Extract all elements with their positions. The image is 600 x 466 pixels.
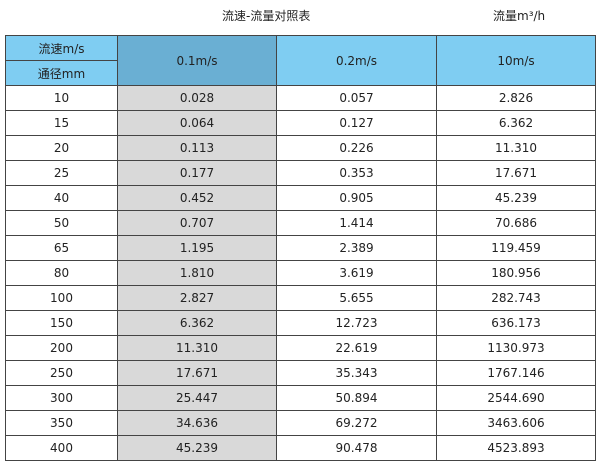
flow-cell: 2.827 bbox=[117, 285, 277, 311]
flow-cell: 1767.146 bbox=[436, 360, 596, 386]
flow-cell: 180.956 bbox=[436, 260, 596, 286]
flow-cell: 0.127 bbox=[276, 110, 437, 136]
diameter-cell: 20 bbox=[5, 135, 118, 161]
flow-table: 流速m/s 0.1m/s 0.2m/s 10m/s 通径mm 10 0.028 0.… bbox=[5, 35, 596, 461]
flow-cell: 34.636 bbox=[117, 410, 277, 436]
diameter-cell: 15 bbox=[5, 110, 118, 136]
diameter-cell: 25 bbox=[5, 160, 118, 186]
flow-cell: 636.173 bbox=[436, 310, 596, 336]
flow-cell: 69.272 bbox=[276, 410, 437, 436]
flow-cell: 0.057 bbox=[276, 85, 437, 111]
flow-cell: 282.743 bbox=[436, 285, 596, 311]
diameter-cell: 65 bbox=[5, 235, 118, 261]
flow-cell: 0.113 bbox=[117, 135, 277, 161]
table-row: 300 25.447 50.894 2544.690 bbox=[5, 385, 596, 411]
diameter-cell: 50 bbox=[5, 210, 118, 236]
diameter-cell: 400 bbox=[5, 435, 118, 461]
table-row: 80 1.810 3.619 180.956 bbox=[5, 260, 596, 286]
flow-cell: 1.810 bbox=[117, 260, 277, 286]
column-header[interactable]: 10m/s bbox=[436, 35, 596, 86]
header-row: 流速m/s 0.1m/s 0.2m/s 10m/s bbox=[5, 35, 596, 86]
flow-cell: 2.826 bbox=[436, 85, 596, 111]
flow-cell: 0.452 bbox=[117, 185, 277, 211]
column-header[interactable]: 0.1m/s bbox=[117, 35, 277, 86]
table-title: 流速-流量对照表 bbox=[222, 9, 311, 23]
flow-cell: 0.353 bbox=[276, 160, 437, 186]
table-row: 100 2.827 5.655 282.743 bbox=[5, 285, 596, 311]
flow-cell: 11.310 bbox=[436, 135, 596, 161]
flow-cell: 3.619 bbox=[276, 260, 437, 286]
table-row: 65 1.195 2.389 119.459 bbox=[5, 235, 596, 261]
diameter-cell: 200 bbox=[5, 335, 118, 361]
flow-cell: 0.707 bbox=[117, 210, 277, 236]
flow-cell: 50.894 bbox=[276, 385, 437, 411]
table-row: 40 0.452 0.905 45.239 bbox=[5, 185, 596, 211]
flow-cell: 2544.690 bbox=[436, 385, 596, 411]
flow-cell: 1130.973 bbox=[436, 335, 596, 361]
table-row: 25 0.177 0.353 17.671 bbox=[5, 160, 596, 186]
flow-cell: 0.177 bbox=[117, 160, 277, 186]
diameter-cell: 10 bbox=[5, 85, 118, 111]
flow-cell: 0.028 bbox=[117, 85, 277, 111]
flow-cell: 2.389 bbox=[276, 235, 437, 261]
flow-cell: 1.414 bbox=[276, 210, 437, 236]
flow-cell: 5.655 bbox=[276, 285, 437, 311]
flow-cell: 0.226 bbox=[276, 135, 437, 161]
diameter-cell: 80 bbox=[5, 260, 118, 286]
diameter-cell: 150 bbox=[5, 310, 118, 336]
table-row: 350 34.636 69.272 3463.606 bbox=[5, 410, 596, 436]
flow-cell: 0.905 bbox=[276, 185, 437, 211]
header-row: 通径mm bbox=[5, 60, 596, 86]
flow-cell: 22.619 bbox=[276, 335, 437, 361]
flow-cell: 6.362 bbox=[436, 110, 596, 136]
diameter-cell: 250 bbox=[5, 360, 118, 386]
flow-cell: 25.447 bbox=[117, 385, 277, 411]
diameter-cell: 40 bbox=[5, 185, 118, 211]
flow-cell: 17.671 bbox=[117, 360, 277, 386]
flow-cell: 11.310 bbox=[117, 335, 277, 361]
flow-cell: 0.064 bbox=[117, 110, 277, 136]
velocity-header: 流速m/s bbox=[5, 35, 118, 61]
table-row: 15 0.064 0.127 6.362 bbox=[5, 110, 596, 136]
column-header[interactable]: 0.2m/s bbox=[276, 35, 437, 86]
flow-cell: 4523.893 bbox=[436, 435, 596, 461]
flow-cell: 12.723 bbox=[276, 310, 437, 336]
flow-cell: 1.195 bbox=[117, 235, 277, 261]
flow-cell: 3463.606 bbox=[436, 410, 596, 436]
diameter-cell: 100 bbox=[5, 285, 118, 311]
flow-cell: 6.362 bbox=[117, 310, 277, 336]
diameter-header: 通径mm bbox=[5, 60, 118, 86]
table-row: 250 17.671 35.343 1767.146 bbox=[5, 360, 596, 386]
diameter-cell: 300 bbox=[5, 385, 118, 411]
diameter-cell: 350 bbox=[5, 410, 118, 436]
flow-cell: 90.478 bbox=[276, 435, 437, 461]
table-row: 400 45.239 90.478 4523.893 bbox=[5, 435, 596, 461]
table-row: 20 0.113 0.226 11.310 bbox=[5, 135, 596, 161]
flow-cell: 35.343 bbox=[276, 360, 437, 386]
flow-cell: 17.671 bbox=[436, 160, 596, 186]
table-row: 10 0.028 0.057 2.826 bbox=[5, 85, 596, 111]
flow-cell: 45.239 bbox=[436, 185, 596, 211]
flow-cell: 45.239 bbox=[117, 435, 277, 461]
table-row: 200 11.310 22.619 1130.973 bbox=[5, 335, 596, 361]
flow-cell: 70.686 bbox=[436, 210, 596, 236]
flow-cell: 119.459 bbox=[436, 235, 596, 261]
table-row: 50 0.707 1.414 70.686 bbox=[5, 210, 596, 236]
table-row: 150 6.362 12.723 636.173 bbox=[5, 310, 596, 336]
unit-label: 流量m³/h bbox=[493, 9, 546, 23]
